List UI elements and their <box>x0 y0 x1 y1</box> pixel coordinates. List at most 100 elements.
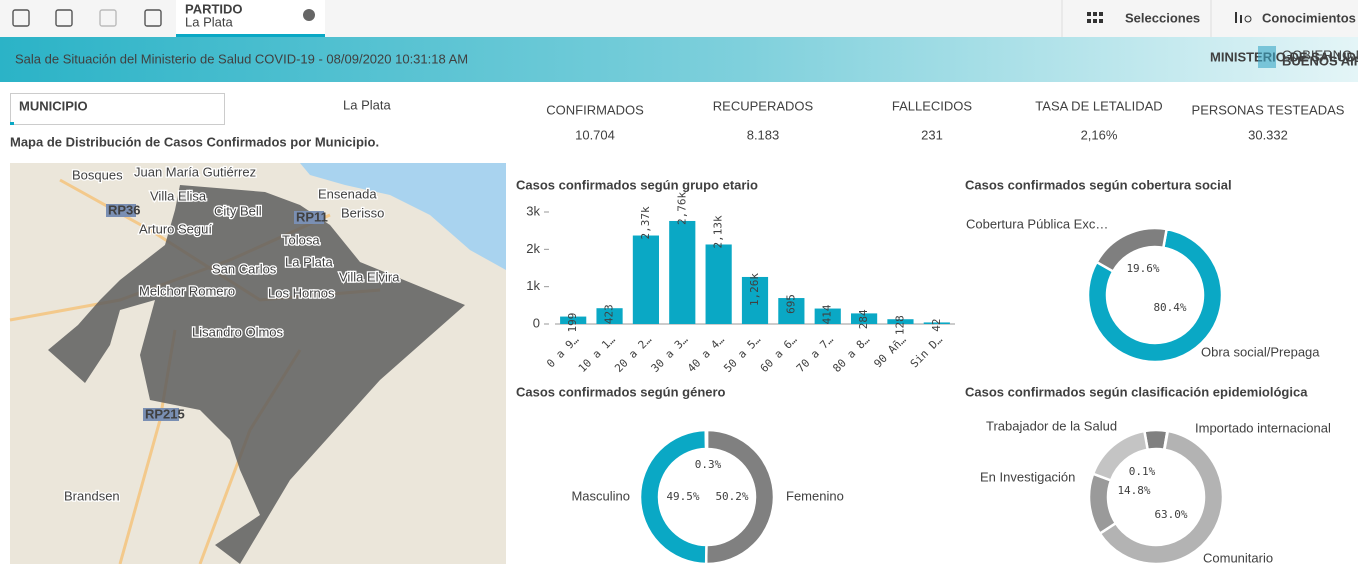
kpi-label: FALLECIDOS <box>892 98 973 113</box>
slice-value-label: 49.5% <box>666 490 699 503</box>
bar-value-label: 128 <box>893 315 906 335</box>
slice-category-label: Comunitario <box>1203 550 1273 564</box>
bar <box>741 276 769 324</box>
header-title: Sala de Situación del Ministerio de Salu… <box>15 51 468 66</box>
selections-button[interactable]: Selecciones <box>1125 10 1200 25</box>
smart-search-button[interactable] <box>12 9 30 27</box>
slice-value-label: 14.8% <box>1117 484 1150 497</box>
bar <box>596 308 623 324</box>
slice-category-label: Obra social/Prepaga <box>1201 344 1320 359</box>
y-tick-label: 1k <box>526 278 540 293</box>
bar <box>560 316 587 324</box>
logo-ministry: MINISTERIO DE SALUD <box>1210 49 1356 64</box>
x-tick-label: 60 a 6… <box>758 333 800 375</box>
x-tick-label: 30 a 3… <box>649 333 691 375</box>
logo-name: BUENOS AIRES <box>1282 53 1358 68</box>
x-tick-label: 50 a 5… <box>721 333 763 375</box>
map-place-label: Juan María Gutiérrez <box>134 164 256 179</box>
chart-title: Casos confirmados según cobertura social <box>965 177 1232 192</box>
bar <box>632 235 659 324</box>
clear-selections-button[interactable] <box>144 9 162 27</box>
municipio-filter[interactable] <box>10 93 225 125</box>
slice-value-label: 80.4% <box>1153 301 1186 314</box>
map-place-label: San Carlos <box>212 261 277 276</box>
slice-value-label: 0.1% <box>1129 465 1156 478</box>
map-place-label: Arturo Seguí <box>139 221 212 236</box>
slice-category-label: En Investigación <box>980 469 1075 484</box>
step-back-button[interactable] <box>55 9 73 27</box>
donut-slice <box>1087 472 1118 536</box>
x-tick-label: 40 a 4… <box>685 333 727 375</box>
clear-tab-button[interactable] <box>303 9 315 21</box>
map-place-label: Tolosa <box>282 232 320 247</box>
bar-value-label: 199 <box>566 313 579 333</box>
bar-value-label: 2,37k <box>639 206 652 239</box>
insights-button[interactable]: Conocimientos <box>1262 10 1356 25</box>
bar-value-label: 2,13k <box>712 215 725 248</box>
step-forward-button[interactable] <box>99 9 117 27</box>
x-tick-label: 70 a 7… <box>794 333 836 375</box>
donut-slice <box>1094 226 1169 274</box>
road-shield <box>294 211 324 224</box>
slice-category-label: Importado internacional <box>1195 420 1331 435</box>
bar <box>669 220 696 324</box>
bar-value-label: 423 <box>603 304 616 324</box>
selection-tab-indicator <box>176 34 325 37</box>
filter-value: La Plata <box>343 97 391 112</box>
bar-value-label: 1,26k <box>748 273 761 306</box>
road-shield <box>106 204 136 217</box>
map-place-label: Bosques <box>72 167 123 182</box>
map[interactable] <box>9 163 506 564</box>
kpi-label: RECUPERADOS <box>713 98 814 113</box>
donut-slice <box>1086 227 1224 364</box>
map-place-label: Villa Elvira <box>339 269 400 284</box>
slice-value-label: 19.6% <box>1126 262 1159 275</box>
kpi-value: 30.332 <box>1248 127 1288 142</box>
map-place-label: Berisso <box>341 205 384 220</box>
bar <box>923 322 950 324</box>
slice-category-label: Cobertura Pública Exc… <box>966 216 1108 231</box>
donut-slice <box>1091 429 1150 482</box>
bar-value-label: 2,76k <box>675 191 688 224</box>
slice-category-label: Trabajador de la Salud <box>986 418 1117 433</box>
bar-value-label: 284 <box>857 309 870 329</box>
bar-value-label: 414 <box>821 304 834 324</box>
bar <box>851 313 878 324</box>
chart-title: Casos confirmados según grupo etario <box>516 177 758 192</box>
y-tick-label: 3k <box>526 203 540 218</box>
map-place-label: La Plata <box>285 254 333 269</box>
kpi-label: PERSONAS TESTEADAS <box>1192 102 1345 117</box>
map-place-label: Villa Elisa <box>150 188 207 203</box>
kpi-value: 231 <box>921 127 943 142</box>
road-label: RP11 <box>296 209 328 224</box>
kpi-label: CONFIRMADOS <box>546 102 644 117</box>
logo-icon <box>1258 46 1276 68</box>
chart-title: Casos confirmados según género <box>516 384 726 399</box>
bar-value-label: 695 <box>784 294 797 314</box>
x-tick-label: Sin D… <box>908 333 946 371</box>
road-label: RP36 <box>108 202 141 217</box>
map-place-label: Los Hornos <box>268 285 335 300</box>
y-tick-label: 0 <box>533 315 540 330</box>
kpi-value: 10.704 <box>575 127 615 142</box>
selection-tab[interactable] <box>176 0 325 37</box>
bar <box>887 319 914 324</box>
x-tick-label: 20 a 2… <box>612 333 654 375</box>
slice-value-label: 63.0% <box>1154 508 1187 521</box>
bar <box>814 308 841 324</box>
map-place-label: Ensenada <box>318 186 377 201</box>
map-place-label: Melchor Romero <box>139 283 235 298</box>
road-label: RP215 <box>145 406 185 421</box>
slice-value-label: 50.2% <box>715 490 748 503</box>
slice-category-label: Femenino <box>786 488 844 503</box>
map-title: Mapa de Distribución de Casos Confirmado… <box>10 134 379 149</box>
x-tick-label: 90 Añ… <box>871 333 909 371</box>
slice-category-label: Masculino <box>571 488 630 503</box>
bar-value-label: 42 <box>930 318 943 331</box>
road-shield <box>143 408 179 421</box>
donut-slice <box>1098 429 1225 564</box>
map-place-label: Brandsen <box>64 488 120 503</box>
y-tick-label: 2k <box>526 241 540 256</box>
